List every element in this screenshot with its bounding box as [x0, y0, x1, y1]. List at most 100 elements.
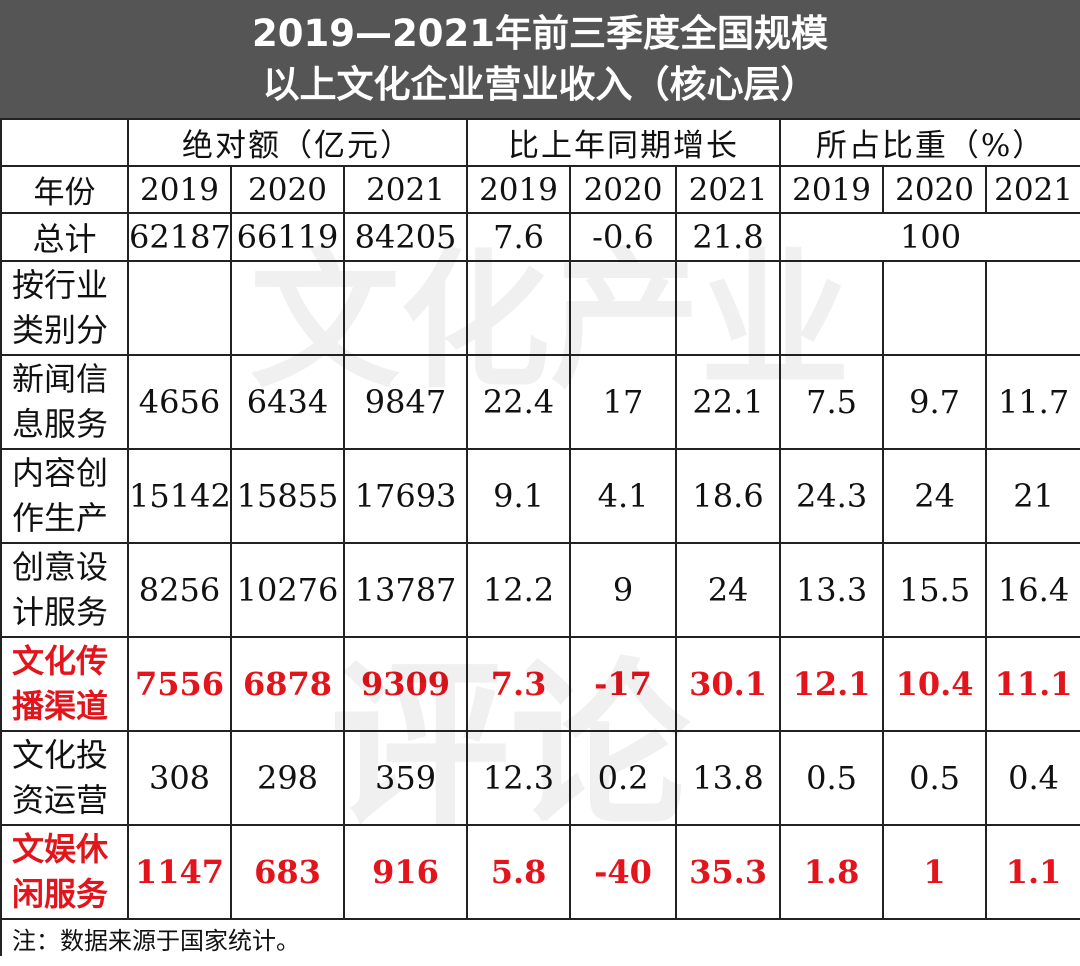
- table-cell: 62187: [127, 212, 232, 262]
- header-row-years: 年份 2019 2020 2021 2019 2020 2021 2019 20…: [0, 165, 1080, 214]
- table-cell: 6434: [230, 354, 345, 450]
- table-cell: 21: [985, 448, 1080, 544]
- table-cell: 10.4: [882, 636, 988, 732]
- table-row: 新闻信 息服务 4656 6434 9847 22.4 17 22.1 7.5 9.7 11.7: [0, 354, 1080, 450]
- total-label: 总计: [0, 212, 129, 262]
- table-cell: 84205: [342, 212, 469, 262]
- table-cell: -40: [569, 824, 678, 920]
- table-cell: -0.6: [569, 212, 678, 262]
- table-cell: 6878: [230, 636, 345, 732]
- row-label: 新闻信 息服务: [0, 354, 129, 450]
- table-cell: 24: [675, 542, 782, 638]
- table-cell: 9847: [342, 354, 469, 450]
- table-cell: 1.8: [779, 824, 885, 920]
- table-cell: 12.3: [466, 730, 572, 826]
- table-cell: 13.3: [779, 542, 885, 638]
- header-year: 2021: [985, 165, 1080, 214]
- table-cell: 1: [882, 824, 988, 920]
- table-cell: 7556: [127, 636, 232, 732]
- table-cell: [127, 260, 232, 356]
- header-year: 2020: [569, 165, 678, 214]
- table-row: 创意设 计服务 8256 10276 13787 12.2 9 24 13.3 15.5 16.4: [0, 542, 1080, 638]
- table-cell: 9.7: [882, 354, 988, 450]
- table-cell: 15.5: [882, 542, 988, 638]
- table-cell: [569, 260, 678, 356]
- header-group-share: 所占比重（%）: [779, 118, 1080, 167]
- table-cell: 0.5: [779, 730, 885, 826]
- header-year-label: 年份: [0, 165, 129, 214]
- table-cell: 1147: [127, 824, 232, 920]
- table-row: 文化传 播渠道 7556 6878 9309 7.3 -17 30.1 12.1 10.4 11.1: [0, 636, 1080, 732]
- row-label-line: 内容创: [12, 454, 109, 492]
- table-cell: [779, 260, 885, 356]
- table-cell: 24: [882, 448, 988, 544]
- table-cell: 9: [569, 542, 678, 638]
- table-cell: 916: [342, 824, 469, 920]
- row-label-line: 计服务: [12, 593, 109, 631]
- table-row: 内容创 作生产 15142 15855 17693 9.1 4.1 18.6 24.3 24 21: [0, 448, 1080, 544]
- header-year: 2020: [230, 165, 345, 214]
- table-cell: [230, 260, 345, 356]
- table-cell: 9.1: [466, 448, 572, 544]
- row-label: 内容创 作生产: [0, 448, 129, 544]
- table-cell: 683: [230, 824, 345, 920]
- table-cell: 359: [342, 730, 469, 826]
- title-line-2: 以上文化企业营业收入（核心层）: [262, 63, 818, 106]
- row-label-line: 创意设: [12, 548, 109, 586]
- row-label-line: 文娱休: [12, 830, 109, 868]
- table-cell: 1.1: [985, 824, 1080, 920]
- title-line-1: 2019—2021年前三季度全国规模: [252, 12, 828, 55]
- table-cell: 35.3: [675, 824, 782, 920]
- header-year: 2019: [127, 165, 232, 214]
- table-cell: 10276: [230, 542, 345, 638]
- total-row: 总计 62187 66119 84205 7.6 -0.6 21.8 100: [0, 212, 1080, 262]
- table-cell: 17693: [342, 448, 469, 544]
- table-cell: 308: [127, 730, 232, 826]
- header-group-absolute: 绝对额（亿元）: [126, 118, 469, 167]
- table-cell: 9309: [342, 636, 469, 732]
- table-cell: 0.5: [882, 730, 988, 826]
- group-label-line: 按行业: [12, 266, 109, 304]
- total-share-cell: 100: [779, 212, 1080, 262]
- table-cell: 11.7: [985, 354, 1080, 450]
- group-row: 按行业 类别分: [0, 260, 1080, 356]
- table-cell: 0.4: [985, 730, 1080, 826]
- header-year: 2019: [466, 165, 572, 214]
- table-cell: [882, 260, 988, 356]
- table-cell: 22.4: [466, 354, 572, 450]
- header-row-groups: 绝对额（亿元） 比上年同期增长 所占比重（%）: [0, 118, 1080, 167]
- header-group-growth: 比上年同期增长: [466, 118, 782, 167]
- table-row: 文娱休 闲服务 1147 683 916 5.8 -40 35.3 1.8 1 1.1: [0, 824, 1080, 920]
- table-cell: 5.8: [466, 824, 572, 920]
- table-cell: -17: [569, 636, 678, 732]
- row-label-line: 息服务: [12, 405, 109, 443]
- table-cell: 16.4: [985, 542, 1080, 638]
- row-label-line: 新闻信: [12, 360, 109, 398]
- table-cell: 15855: [230, 448, 345, 544]
- table-cell: 21.8: [675, 212, 782, 262]
- group-label: 按行业 类别分: [0, 260, 129, 356]
- table-cell: 4.1: [569, 448, 678, 544]
- row-label-line: 资运营: [12, 781, 109, 819]
- table-cell: [675, 260, 782, 356]
- table-cell: 298: [230, 730, 345, 826]
- table-cell: 8256: [127, 542, 232, 638]
- table-cell: 66119: [230, 212, 345, 262]
- table-title: 2019—2021年前三季度全国规模 以上文化企业营业收入（核心层）: [0, 0, 1080, 118]
- table-cell: [985, 260, 1080, 356]
- table-cell: 12.1: [779, 636, 885, 732]
- table-cell: 22.1: [675, 354, 782, 450]
- note-row: 注：数据来源于国家统计。: [0, 918, 1080, 956]
- table-cell: 12.2: [466, 542, 572, 638]
- header-corner: [0, 118, 129, 167]
- table-cell: 0.2: [569, 730, 678, 826]
- table-cell: 13787: [342, 542, 469, 638]
- table-cell: 7.5: [779, 354, 885, 450]
- header-year: 2020: [882, 165, 988, 214]
- header-year: 2019: [779, 165, 885, 214]
- row-label: 文化传 播渠道: [0, 636, 129, 732]
- table-cell: [466, 260, 572, 356]
- row-label: 创意设 计服务: [0, 542, 129, 638]
- group-label-line: 类别分: [12, 311, 109, 349]
- table-cell: 17: [569, 354, 678, 450]
